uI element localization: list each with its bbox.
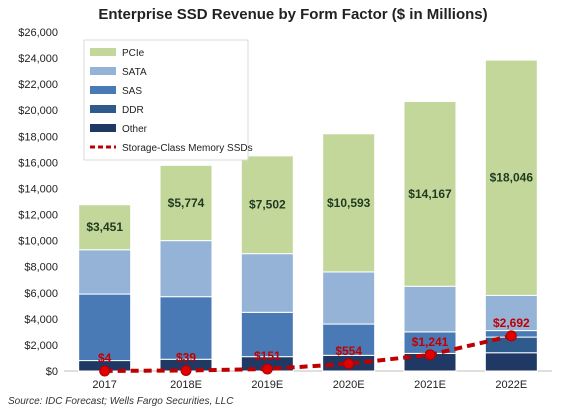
x-tick-label: 2017 [92, 379, 116, 391]
scm-marker [424, 349, 436, 361]
x-tick-label: 2021E [414, 379, 446, 391]
pcie-data-label: $14,167 [408, 187, 452, 201]
scm-data-label: $151 [254, 349, 281, 363]
scm-data-label: $2,692 [493, 316, 530, 330]
x-tick-label: 2019E [251, 379, 283, 391]
bar-segment-sata [78, 249, 132, 295]
labels-layer: $3,451 $5,774 $7,502 $10,593 $14,167 $18,046 $… [86, 171, 533, 365]
scm-marker [505, 330, 517, 342]
scm-marker [343, 358, 355, 370]
y-tick-label: $0 [46, 366, 58, 378]
pcie-data-label: $10,593 [327, 196, 371, 210]
x-tick-label: 2020E [333, 379, 365, 391]
bar-segment-sas [322, 323, 376, 356]
bar-segment-sata [159, 240, 213, 298]
scm-data-label: $1,241 [412, 335, 449, 349]
bar-segment-pcie [78, 204, 132, 251]
legend-label: DDR [122, 105, 144, 116]
source-note: Source: IDC Forecast; Wells Fargo Securi… [8, 396, 234, 407]
x-tick-label: 2022E [495, 379, 527, 391]
pcie-data-label: $18,046 [490, 171, 534, 185]
legend-swatch-sata [90, 67, 116, 75]
line-layer [99, 330, 517, 377]
y-tick-label: $8,000 [24, 262, 58, 274]
scm-marker [99, 365, 111, 377]
legend-swatch-other [90, 124, 116, 132]
y-tick-label: $20,000 [18, 105, 58, 117]
legend-label: Storage-Class Memory SSDs [122, 143, 253, 154]
bar-segment-pcie [159, 164, 213, 242]
scm-data-label: $554 [335, 344, 362, 358]
chart-title: Enterprise SSD Revenue by Form Factor ($… [98, 6, 488, 23]
legend: PCIe SATA SAS DDR Other Storage-Class Memory … [83, 39, 253, 161]
pcie-data-label: $3,451 [86, 220, 123, 234]
scm-marker [261, 363, 273, 375]
bar-segment-other [484, 352, 538, 372]
pcie-data-label: $5,774 [168, 196, 205, 210]
pcie-data-label: $7,502 [249, 198, 286, 212]
y-tick-label: $18,000 [18, 131, 58, 143]
bar-segment-sata [322, 271, 376, 325]
scm-data-label: $4 [98, 351, 112, 365]
y-tick-label: $10,000 [18, 236, 58, 248]
legend-label: SAS [122, 86, 142, 97]
y-tick-label: $6,000 [24, 288, 58, 300]
legend-box [83, 39, 249, 161]
bar-segment-sas [240, 311, 294, 358]
legend-swatch-sas [90, 86, 116, 94]
bars-layer [78, 59, 538, 372]
scm-data-label: $39 [176, 350, 196, 364]
y-tick-label: $2,000 [24, 340, 58, 352]
legend-swatch-pcie [90, 48, 116, 56]
y-tick-label: $14,000 [18, 183, 58, 195]
scm-marker [180, 364, 192, 376]
legend-label: Other [122, 124, 148, 135]
bar-segment-sas [78, 293, 132, 362]
bar-segment-sas [159, 296, 213, 360]
bar-segment-pcie [322, 133, 376, 273]
scm-line [104, 333, 512, 373]
bar-segment-pcie [403, 101, 457, 287]
y-tick-label: $12,000 [18, 210, 58, 222]
x-tick-label: 2018E [170, 379, 202, 391]
y-tick-label: $22,000 [18, 79, 58, 91]
bar-segment-pcie [240, 155, 294, 255]
axis-layer: $0 $2,000 $4,000 $6,000 $8,000 $10,000 $12,000… [18, 27, 552, 391]
bar-segment-sata [240, 253, 294, 313]
y-tick-label: $4,000 [24, 314, 58, 326]
y-tick-label: $16,000 [18, 157, 58, 169]
legend-label: PCIe [122, 48, 145, 59]
y-tick-label: $26,000 [18, 27, 58, 39]
y-tick-label: $24,000 [18, 53, 58, 65]
legend-label: SATA [122, 67, 147, 78]
bar-segment-pcie [484, 59, 538, 296]
legend-swatch-ddr [90, 105, 116, 113]
bar-segment-sata [403, 285, 457, 333]
